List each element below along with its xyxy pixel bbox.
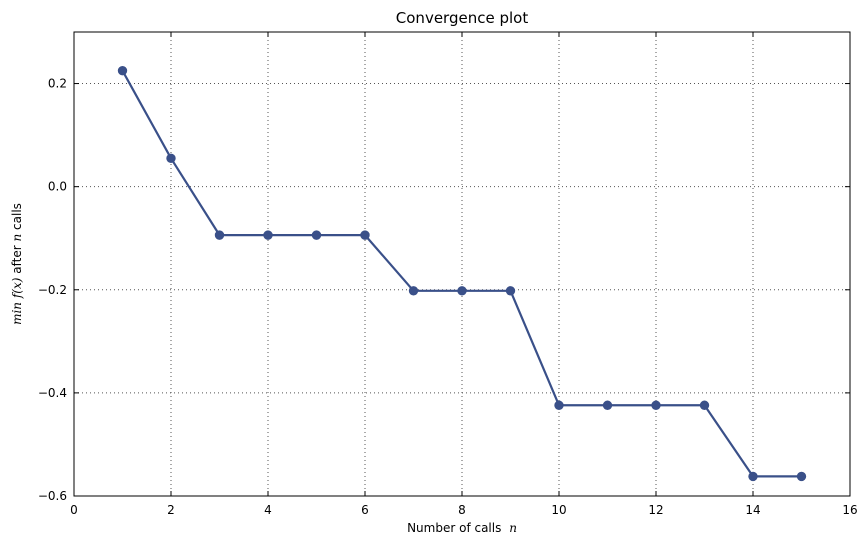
x-axis-title-math: n [509,521,517,535]
data-point [263,230,273,240]
data-point [311,230,322,240]
data-point [457,286,467,296]
y-axis-title: min f(x) after n calls [10,203,24,325]
data-point [214,230,225,240]
y-axis-title-math-suffix: n [10,234,24,242]
x-axis-title-text: Number of calls [407,521,501,535]
x-tick-label: 2 [167,503,175,517]
data-point [651,400,661,410]
y-tick-label: 0.0 [48,180,67,194]
y-axis-title-middle: after [10,242,24,274]
x-axis-title: Number of calls n [407,521,517,535]
series-layer [117,65,807,482]
x-tick-label: 14 [745,503,760,517]
x-tick-label: 0 [70,503,78,517]
y-axis-title-math-prefix: min f(x) [10,277,24,325]
x-tick-label: 8 [458,503,466,517]
y-tick-label: −0.2 [38,283,67,297]
x-tick-label: 10 [551,503,566,517]
data-point [117,65,128,76]
y-tick-label: −0.6 [38,489,67,503]
data-point [796,471,807,482]
x-ticks-layer: 0 2 4 6 8 10 12 14 16 [70,32,858,517]
y-ticks-layer: −0.6 −0.4 −0.2 0.0 0.2 [38,77,850,503]
y-axis-title-end: calls [10,203,24,230]
data-point [554,400,564,410]
data-point [166,153,176,164]
data-point [602,400,613,410]
data-point [748,471,758,482]
chart-title: Convergence plot [396,9,529,27]
y-tick-label: 0.2 [48,77,67,91]
data-point [699,400,710,410]
y-tick-label: −0.4 [38,386,67,400]
data-point [360,230,370,240]
data-point [408,286,419,296]
x-tick-label: 4 [264,503,272,517]
x-tick-label: 12 [648,503,663,517]
x-tick-label: 16 [842,503,857,517]
x-tick-label: 6 [361,503,369,517]
data-point [505,286,516,296]
